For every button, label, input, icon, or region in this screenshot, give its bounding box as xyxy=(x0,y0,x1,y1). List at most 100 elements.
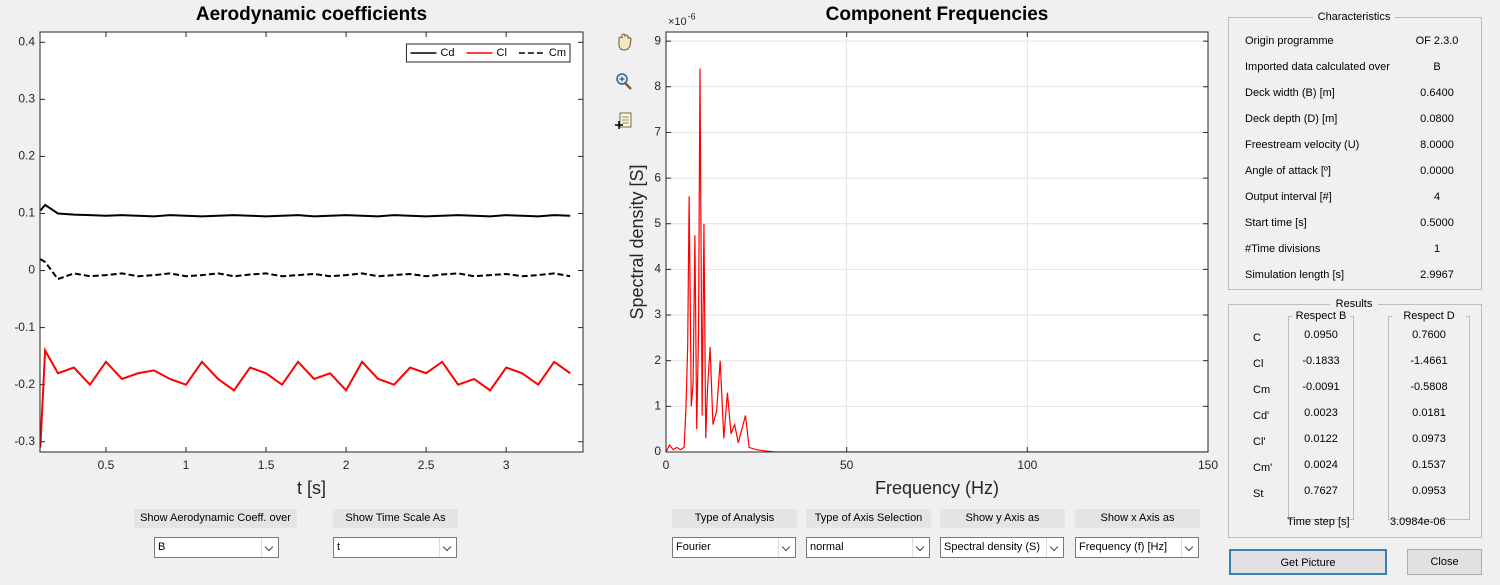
y-axis-label: Spectral density [S] xyxy=(627,164,647,319)
result-value: 0.0122 xyxy=(1304,433,1338,445)
char-value: 0.5000 xyxy=(1420,217,1454,229)
result-label: Cm xyxy=(1253,384,1271,396)
dropdown-arrow[interactable] xyxy=(439,538,456,557)
y-tick-label: 7 xyxy=(654,125,661,139)
axes-frame xyxy=(39,31,584,453)
char-label: #Time divisions xyxy=(1245,243,1321,255)
control-label: Type of Axis Selection xyxy=(806,509,931,528)
char-value: 0.0800 xyxy=(1420,113,1454,125)
y-tick-label: 2 xyxy=(654,353,661,367)
dropdown[interactable]: Fourier xyxy=(672,537,796,558)
dropdown-value: t xyxy=(337,541,341,553)
dropdown-value: Spectral density (S) xyxy=(944,541,1040,553)
group-title: Characteristics xyxy=(1313,11,1395,23)
chart: -0.3 -0.2 -0.1 0 0.1 0.2 0.3 0.4 0.5 1 1.5 2 2.5 3 Aer… xyxy=(14,4,584,498)
dropdown[interactable]: B xyxy=(154,537,279,558)
char-label: Freestream velocity (U) xyxy=(1245,139,1360,151)
dropdown-value: Frequency (f) [Hz] xyxy=(1079,541,1168,553)
result-value: 0.0950 xyxy=(1304,329,1338,341)
control-label: Type of Analysis xyxy=(672,509,797,528)
dropdown-arrow[interactable] xyxy=(912,538,929,557)
char-label: Origin programme xyxy=(1245,35,1334,47)
y-tick-label: 5 xyxy=(654,216,661,230)
char-label: Imported data calculated over xyxy=(1245,61,1390,73)
x-axis-label: Frequency (Hz) xyxy=(875,478,999,498)
result-value: 0.0181 xyxy=(1412,407,1446,419)
dropdown[interactable]: Frequency (f) [Hz] xyxy=(1075,537,1199,558)
result-value: -0.0091 xyxy=(1302,381,1340,393)
x-tick-label: 1.5 xyxy=(258,458,275,472)
data-cursor-tool[interactable] xyxy=(615,112,632,129)
char-value: OF 2.3.0 xyxy=(1415,35,1459,47)
y-tick-label: 0.3 xyxy=(18,92,35,106)
column-title: Respect D xyxy=(1392,310,1466,322)
result-value: 0.7627 xyxy=(1304,485,1338,497)
series-line xyxy=(40,203,571,218)
y-tick-label: 0 xyxy=(654,444,661,458)
result-value: 0.0953 xyxy=(1412,485,1446,497)
zoom-tool[interactable] xyxy=(616,73,632,90)
result-value: 0.0023 xyxy=(1304,407,1338,419)
result-label: Cl xyxy=(1253,358,1264,370)
dropdown-value: B xyxy=(158,541,166,553)
x-tick-label: 150 xyxy=(1198,458,1218,472)
plot-area xyxy=(666,32,1208,452)
legend-label: Cm xyxy=(549,47,566,59)
y-tick-label: -0.1 xyxy=(14,320,35,334)
char-label: Deck depth (D) [m] xyxy=(1245,113,1338,125)
y-tick-label: 0.2 xyxy=(18,149,35,163)
result-label: Cl' xyxy=(1253,436,1266,448)
legend-label: Cl xyxy=(497,47,507,59)
dropdown[interactable]: t xyxy=(333,537,457,558)
y-tick-label: 9 xyxy=(654,33,661,47)
char-value: 8.0000 xyxy=(1420,139,1454,151)
dropdown-arrow[interactable] xyxy=(778,538,795,557)
plots: -0.3 -0.2 -0.1 0 0.1 0.2 0.3 0.4 0.5 1 1.5 2 2.5 3 Aer… xyxy=(14,4,1218,498)
dropdown-arrow[interactable] xyxy=(261,538,278,557)
close-button[interactable]: Close xyxy=(1407,549,1482,575)
legend-label: Cd xyxy=(440,47,454,59)
control-label: Show Aerodynamic Coeff. over xyxy=(134,509,297,528)
result-value: 0.0024 xyxy=(1304,459,1338,471)
y-tick-label: -0.3 xyxy=(14,434,35,448)
y-tick-label: 6 xyxy=(654,170,661,184)
series-line xyxy=(40,346,571,448)
dropdown-value: Fourier xyxy=(676,541,711,553)
time-step-label: Time step [s] xyxy=(1287,516,1350,528)
dropdown[interactable]: Spectral density (S) xyxy=(940,537,1064,558)
result-value: -0.1833 xyxy=(1302,355,1340,367)
result-value: -1.4661 xyxy=(1410,355,1448,367)
result-label: St xyxy=(1253,488,1264,500)
char-label: Simulation length [s] xyxy=(1245,269,1345,281)
result-label: Cm' xyxy=(1253,462,1273,474)
dropdown-arrow[interactable] xyxy=(1046,538,1063,557)
char-value: B xyxy=(1433,61,1441,73)
y-tick-label: 1 xyxy=(654,399,661,413)
y-tick-label: 0 xyxy=(28,263,35,277)
dropdown-arrow[interactable] xyxy=(1181,538,1198,557)
char-label: Angle of attack [º] xyxy=(1245,165,1331,177)
y-scale-label: ×10 xyxy=(668,16,687,28)
x-axis-label: t [s] xyxy=(297,478,326,498)
x-tick-label: 3 xyxy=(503,458,510,472)
x-tick-label: 1 xyxy=(183,458,190,472)
legend: Cd Cl Cm xyxy=(405,43,571,63)
dropdown[interactable]: normal xyxy=(806,537,930,558)
y-tick-label: 0.1 xyxy=(18,206,35,220)
pan-tool[interactable] xyxy=(618,33,632,51)
y-scale-exponent: -6 xyxy=(688,11,696,21)
chart-title: Aerodynamic coefficients xyxy=(196,4,427,25)
char-value: 0.6400 xyxy=(1420,87,1454,99)
time-step-value: 3.0984e-06 xyxy=(1390,516,1446,528)
char-label: Output interval [#] xyxy=(1245,191,1332,203)
axes-frame xyxy=(665,31,1209,453)
control-label: Show y Axis as xyxy=(940,509,1065,528)
get-picture-button[interactable]: Get Picture xyxy=(1229,549,1387,575)
control-label: Show Time Scale As xyxy=(333,509,458,528)
series-line xyxy=(40,258,571,281)
y-tick-label: -0.2 xyxy=(14,377,35,391)
y-tick-label: 0.4 xyxy=(18,34,35,48)
result-value: 0.1537 xyxy=(1412,459,1446,471)
x-tick-label: 2.5 xyxy=(418,458,435,472)
